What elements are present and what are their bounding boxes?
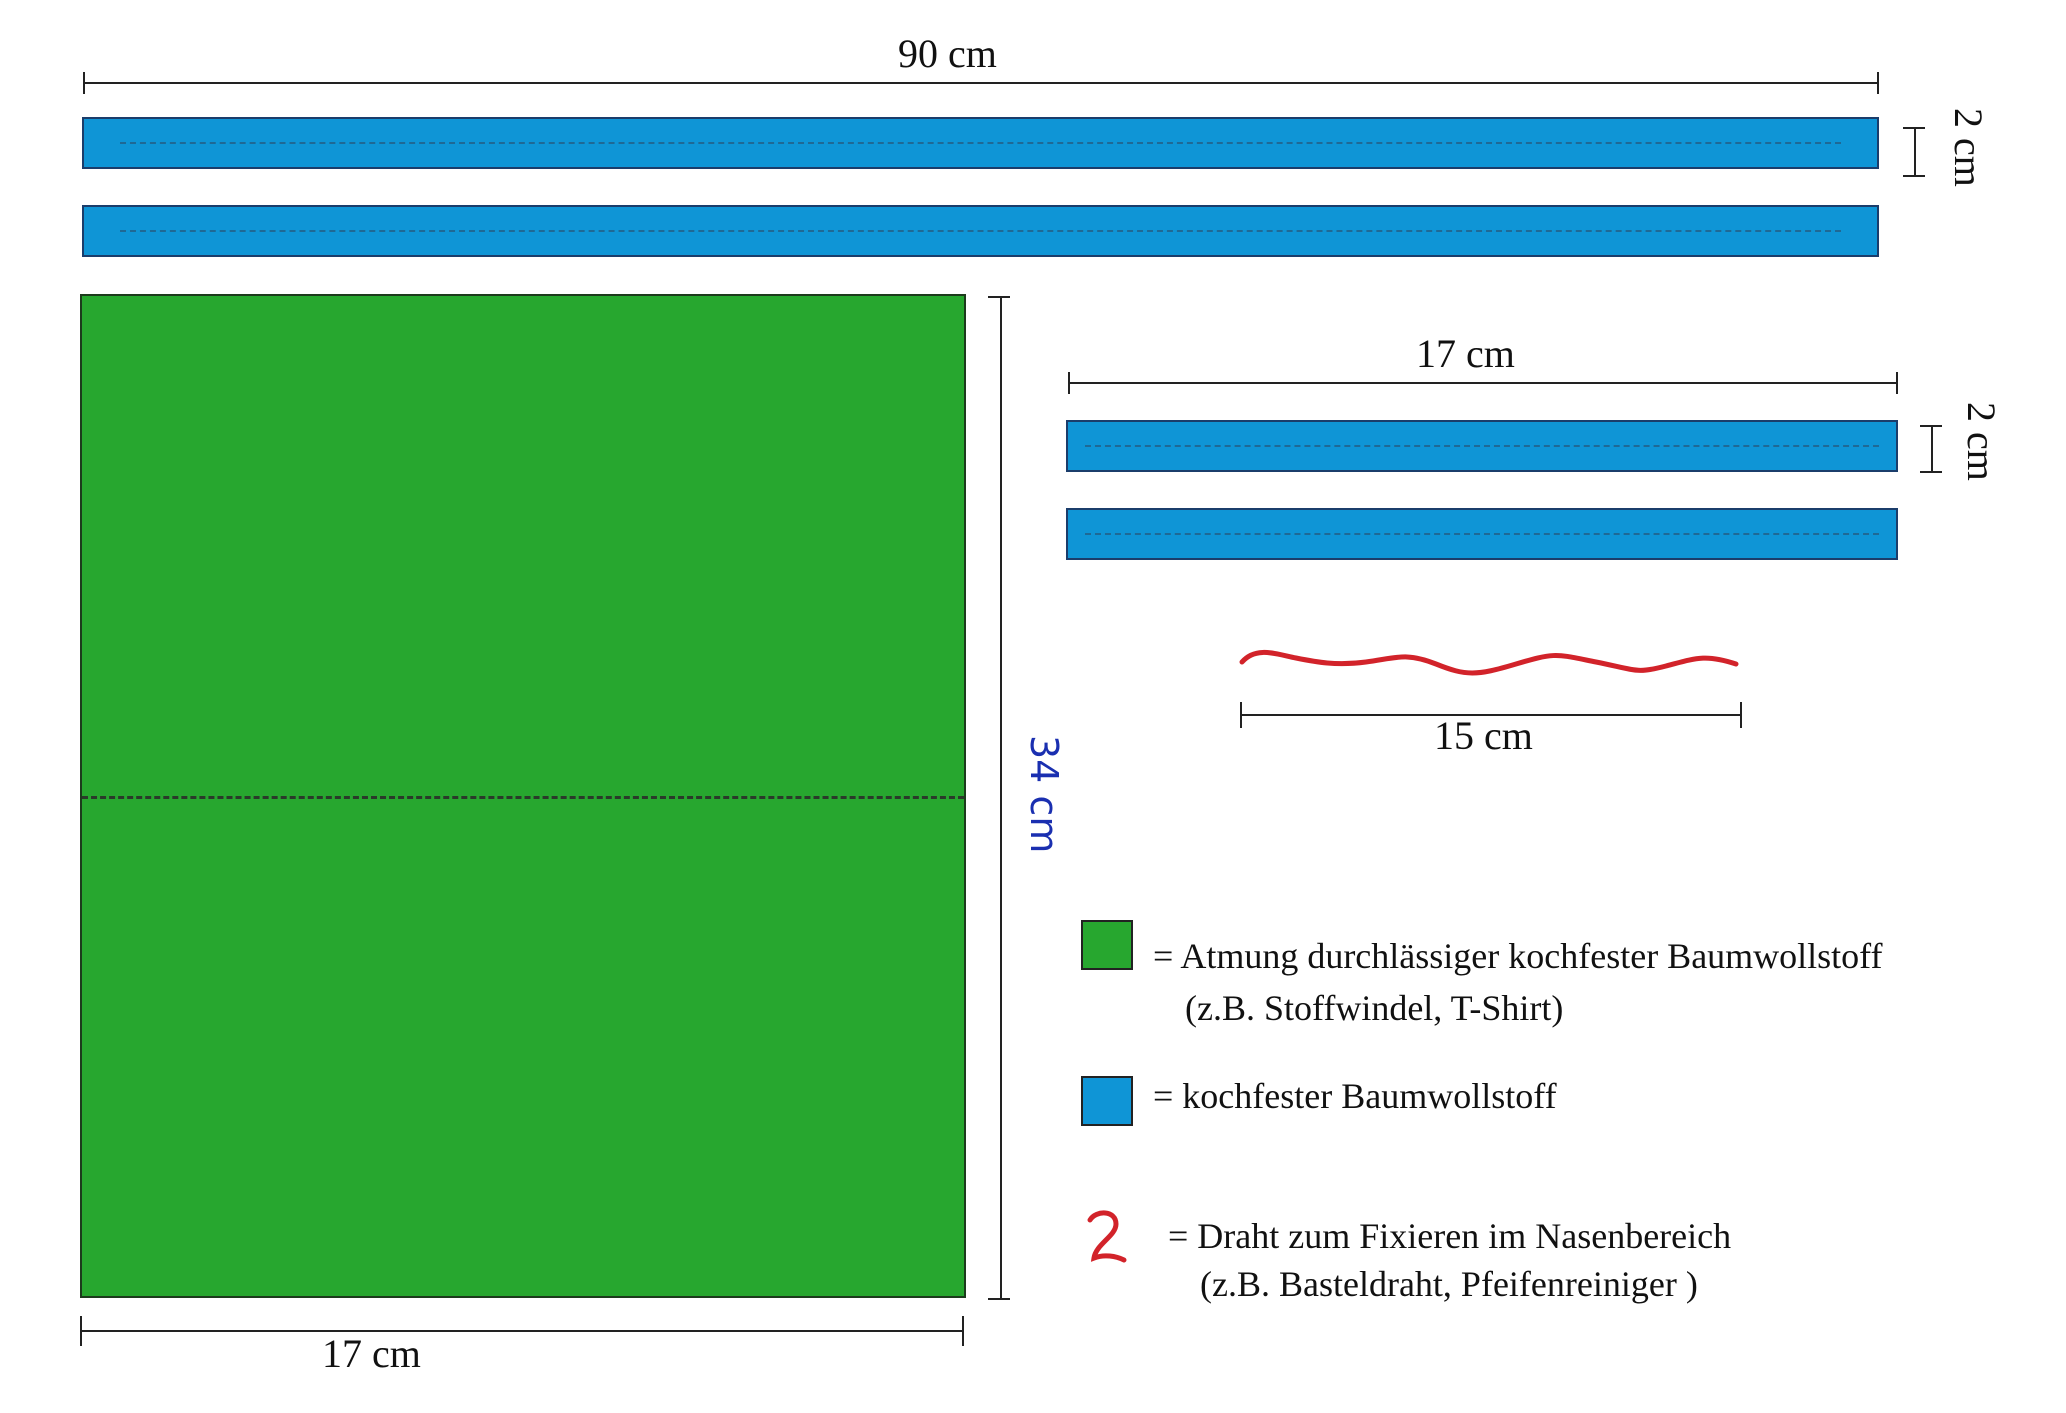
long-strip-dimension-line	[83, 82, 1879, 84]
short-strip-2	[1066, 508, 1898, 560]
wire-dimension-line	[1240, 714, 1742, 716]
legend-blue-line1: = kochfester Baumwollstoff	[1153, 1076, 1557, 1116]
long-strip-width-label: 2 cm	[1946, 108, 1991, 187]
panel-width-label: 17 cm	[322, 1331, 421, 1376]
legend-wire-line2: (z.B. Basteldraht, Pfeifenreiniger )	[1200, 1264, 1698, 1304]
long-strip-dimension-tick-left	[83, 72, 85, 94]
short-strip-width-tick-top	[1920, 425, 1942, 427]
panel-fold-line	[82, 796, 964, 799]
legend-wire-line1: = Draht zum Fixieren im Nasenbereich	[1168, 1216, 1732, 1256]
legend-blue-swatch	[1081, 1076, 1133, 1126]
long-strip-width-marker	[1914, 127, 1916, 175]
panel-height-tick-top	[988, 296, 1010, 298]
legend-green-line2: (z.B. Stoffwindel, T-Shirt)	[1185, 988, 1564, 1028]
long-strip-2-seam	[119, 230, 1842, 233]
short-strip-width-label: 2 cm	[1959, 402, 2004, 481]
long-strip-1-seam	[119, 142, 1842, 145]
wire-dimension-tick-left	[1240, 702, 1242, 728]
short-strip-1	[1066, 420, 1898, 472]
short-strip-width-marker	[1931, 425, 1933, 471]
wire-dimension-tick-right	[1740, 702, 1742, 728]
panel-width-tick-right	[962, 1316, 964, 1346]
long-strip-dimension-tick-right	[1877, 72, 1879, 94]
panel-height-dimension-line	[1000, 296, 1002, 1298]
long-strip-2	[82, 205, 1879, 257]
long-strip-length-label: 90 cm	[898, 31, 997, 76]
short-strip-2-seam	[1084, 533, 1880, 536]
panel-height-label: 34 cm	[1022, 735, 1066, 854]
short-strip-dimension-tick-left	[1068, 372, 1070, 394]
green-fabric-panel	[80, 294, 966, 1298]
short-strip-length-label: 17 cm	[1416, 331, 1515, 376]
short-strip-width-tick-bottom	[1920, 471, 1942, 473]
short-strip-dimension-tick-right	[1896, 372, 1898, 394]
panel-width-dimension-line	[80, 1330, 964, 1332]
wire-icon	[1239, 650, 1739, 676]
long-strip-width-tick-bottom	[1903, 175, 1925, 177]
legend-green-line1: = Atmung durchlässiger kochfester Baumwo…	[1153, 936, 1883, 976]
panel-width-tick-left	[80, 1316, 82, 1346]
legend-wire-icon	[1087, 1210, 1127, 1263]
short-strip-dimension-line	[1068, 382, 1898, 384]
panel-height-tick-bottom	[988, 1298, 1010, 1300]
short-strip-1-seam	[1084, 445, 1880, 448]
long-strip-width-tick-top	[1903, 127, 1925, 129]
wire-length-label: 15 cm	[1434, 713, 1533, 758]
legend-green-swatch	[1081, 920, 1133, 970]
long-strip-1	[82, 117, 1879, 169]
